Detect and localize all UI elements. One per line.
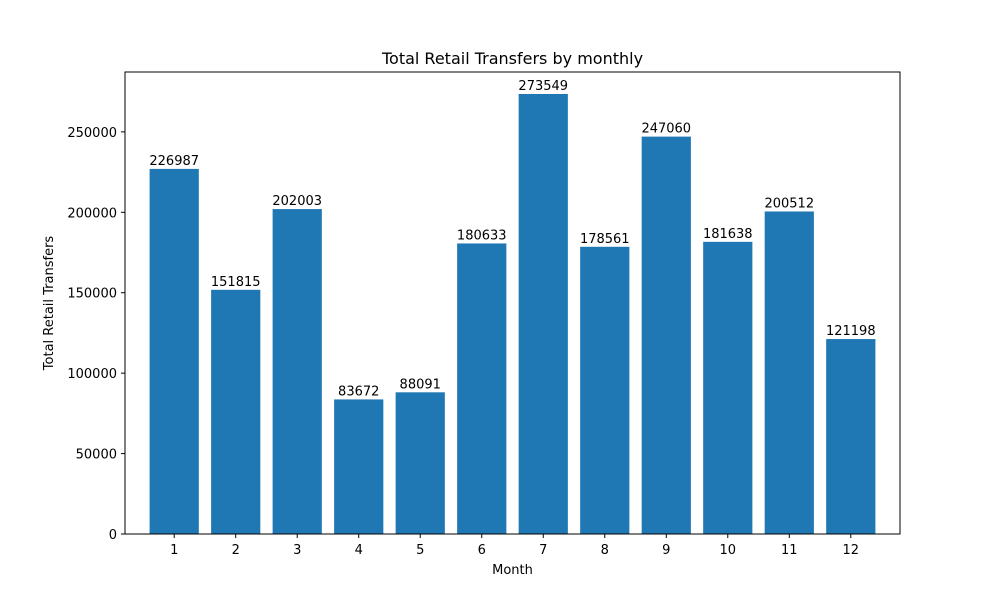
y-tick-label: 0	[109, 528, 117, 543]
x-axis-ticks: 1 2 3 4 5 6 7 8 9 10 11 12	[170, 534, 859, 558]
data-label: 200512	[764, 196, 814, 211]
bar	[211, 289, 261, 534]
y-tick-label: 150000	[67, 287, 117, 302]
x-tick-label: 8	[601, 543, 609, 558]
bar	[334, 399, 384, 534]
x-axis-label: Month	[492, 563, 533, 578]
chart-title: Total Retail Transfers by monthly	[381, 49, 643, 68]
bar	[580, 246, 630, 535]
x-tick-label: 4	[355, 543, 363, 558]
y-tick-label: 100000	[67, 367, 117, 382]
x-tick-label: 6	[478, 543, 486, 558]
y-tick-label: 50000	[76, 448, 117, 463]
data-label: 83672	[338, 384, 379, 399]
x-tick-label: 1	[170, 543, 178, 558]
x-tick-label: 11	[781, 543, 798, 558]
bar	[826, 339, 876, 534]
bar	[149, 168, 199, 534]
y-tick-label: 250000	[67, 126, 117, 141]
x-tick-label: 2	[232, 543, 240, 558]
bar-series	[149, 94, 876, 535]
bar	[272, 209, 322, 534]
x-tick-label: 10	[720, 543, 737, 558]
bar	[703, 241, 753, 534]
bar	[518, 94, 568, 534]
x-tick-label: 5	[416, 543, 424, 558]
data-label: 226987	[149, 154, 199, 169]
bar	[764, 211, 814, 535]
data-labels: 226987 151815 202003 83672 88091 180633 273549…	[149, 79, 875, 399]
bar	[457, 243, 507, 534]
x-tick-label: 9	[662, 543, 670, 558]
plot-frame	[124, 71, 901, 535]
data-label: 178561	[580, 232, 630, 247]
data-label: 247060	[641, 122, 691, 137]
data-label: 181638	[703, 227, 753, 242]
bar	[641, 136, 691, 535]
data-label: 88091	[400, 377, 441, 392]
data-label: 202003	[272, 194, 322, 209]
x-tick-label: 3	[293, 543, 301, 558]
y-tick-label: 200000	[67, 206, 117, 221]
y-axis-label: Total Retail Transfers	[42, 236, 57, 372]
data-label: 273549	[518, 79, 568, 94]
data-label: 151815	[211, 275, 261, 290]
data-label: 180633	[457, 228, 507, 243]
bar	[395, 392, 445, 534]
y-axis-ticks: 0 50000 100000 150000 200000 250000	[67, 126, 125, 543]
x-tick-label: 7	[539, 543, 547, 558]
data-label: 121198	[826, 324, 876, 339]
x-tick-label: 12	[843, 543, 860, 558]
